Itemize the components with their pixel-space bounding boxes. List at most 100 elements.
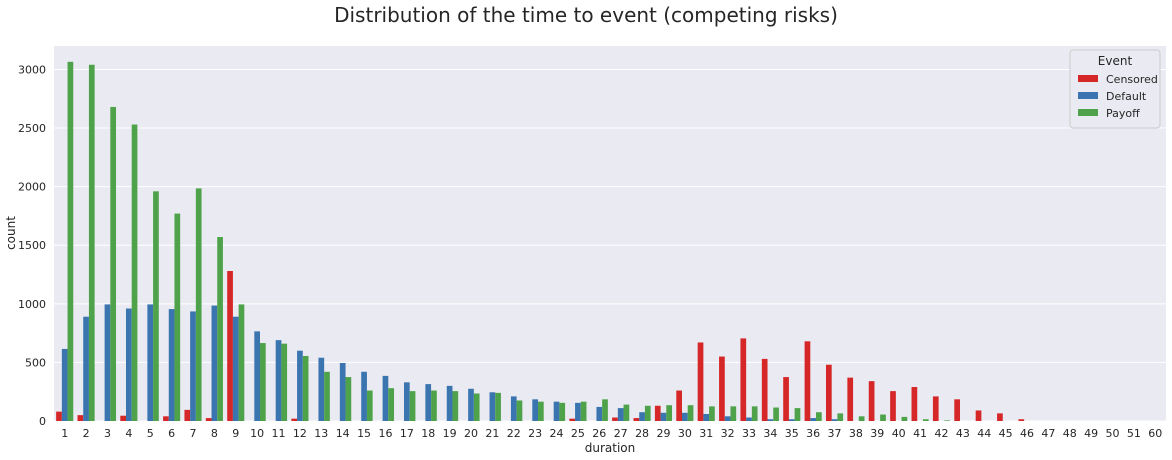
bar-default-18 bbox=[425, 384, 432, 421]
bar-payoff-14 bbox=[345, 377, 352, 421]
bar-censored-46 bbox=[1018, 419, 1025, 421]
x-tick-label: 37 bbox=[828, 427, 842, 440]
y-tick-labels: 0 500 1000 1500 2000 2500 3000 bbox=[18, 63, 46, 428]
bar-payoff-2 bbox=[88, 64, 95, 421]
bar-default-13 bbox=[318, 357, 325, 421]
bar-censored-38 bbox=[847, 377, 854, 421]
bar-default-3 bbox=[104, 304, 111, 421]
bar-default-27 bbox=[617, 408, 624, 421]
bar-payoff-17 bbox=[409, 391, 416, 421]
bar-censored-41 bbox=[911, 387, 918, 421]
bar-payoff-42 bbox=[944, 420, 951, 421]
bar-payoff-1 bbox=[67, 61, 74, 421]
x-tick-label: 43 bbox=[956, 427, 970, 440]
bar-default-21 bbox=[489, 392, 496, 421]
bar-default-23 bbox=[532, 399, 539, 421]
bar-censored-39 bbox=[868, 381, 875, 421]
x-tick-label: 35 bbox=[785, 427, 799, 440]
bar-default-9 bbox=[232, 316, 239, 421]
bar-default-4 bbox=[125, 308, 132, 421]
bar-payoff-40 bbox=[901, 416, 908, 421]
x-tick-label: 14 bbox=[336, 427, 350, 440]
bar-default-15 bbox=[361, 371, 367, 421]
x-tick-label: 32 bbox=[721, 427, 735, 440]
bar-payoff-30 bbox=[687, 405, 694, 421]
x-axis-label: duration bbox=[585, 441, 636, 455]
bar-default-22 bbox=[510, 396, 517, 421]
bar-payoff-34 bbox=[773, 407, 779, 421]
legend-label-censored: Censored bbox=[1106, 73, 1158, 86]
bar-default-1 bbox=[61, 348, 68, 421]
bar-default-8 bbox=[211, 305, 218, 421]
bar-payoff-12 bbox=[302, 355, 309, 421]
bar-payoff-5 bbox=[153, 191, 159, 421]
bar-default-29 bbox=[660, 412, 667, 421]
x-tick-label: 11 bbox=[272, 427, 286, 440]
bar-default-11 bbox=[275, 340, 282, 421]
x-tick-label: 13 bbox=[314, 427, 328, 440]
x-tick-label: 24 bbox=[550, 427, 564, 440]
bar-default-32 bbox=[724, 416, 731, 421]
bar-default-24 bbox=[553, 401, 560, 421]
bar-default-26 bbox=[596, 406, 603, 421]
bar-default-5 bbox=[147, 304, 154, 421]
bar-payoff-20 bbox=[473, 393, 480, 421]
bar-payoff-3 bbox=[110, 106, 117, 421]
x-tick-label: 30 bbox=[678, 427, 692, 440]
x-tick-label: 45 bbox=[999, 427, 1013, 440]
bar-censored-8 bbox=[205, 418, 212, 421]
bar-default-12 bbox=[297, 350, 303, 421]
x-tick-label: 17 bbox=[400, 427, 414, 440]
y-tick-label: 1000 bbox=[18, 298, 46, 311]
chart-title: Distribution of the time to event (compe… bbox=[334, 3, 838, 27]
x-tick-label: 29 bbox=[656, 427, 670, 440]
bar-payoff-25 bbox=[580, 401, 587, 421]
bar-payoff-11 bbox=[281, 343, 288, 421]
y-tick-label: 2500 bbox=[18, 122, 46, 135]
x-tick-label: 39 bbox=[870, 427, 884, 440]
legend-swatch-payoff bbox=[1078, 109, 1098, 116]
bar-default-7 bbox=[190, 311, 196, 421]
bar-censored-4 bbox=[120, 415, 126, 421]
bar-censored-30 bbox=[676, 390, 682, 421]
bar-payoff-35 bbox=[794, 408, 801, 421]
bar-default-30 bbox=[681, 412, 688, 421]
x-tick-label: 21 bbox=[485, 427, 499, 440]
bar-censored-25 bbox=[569, 418, 576, 421]
x-tick-label: 34 bbox=[763, 427, 777, 440]
bar-censored-42 bbox=[932, 396, 939, 421]
bar-default-20 bbox=[468, 388, 474, 421]
legend-label-payoff: Payoff bbox=[1106, 107, 1140, 120]
legend: Event Censored Default Payoff bbox=[1069, 49, 1161, 129]
x-tick-label: 36 bbox=[806, 427, 820, 440]
x-tick-label: 41 bbox=[913, 427, 927, 440]
bar-censored-37 bbox=[825, 364, 832, 421]
x-tick-label: 50 bbox=[1106, 427, 1120, 440]
legend-box bbox=[1069, 49, 1161, 129]
bar-payoff-19 bbox=[452, 391, 459, 421]
x-tick-label: 2 bbox=[83, 427, 90, 440]
x-tick-label: 10 bbox=[250, 427, 264, 440]
bar-payoff-27 bbox=[623, 404, 630, 421]
x-tick-label: 23 bbox=[528, 427, 542, 440]
x-tick-label: 49 bbox=[1084, 427, 1098, 440]
bar-payoff-16 bbox=[388, 388, 395, 421]
bar-default-37 bbox=[831, 419, 838, 421]
bar-censored-36 bbox=[804, 341, 811, 421]
bar-censored-43 bbox=[954, 399, 960, 421]
x-tick-label: 38 bbox=[849, 427, 863, 440]
y-axis-label: count bbox=[4, 216, 18, 250]
x-tick-label: 40 bbox=[892, 427, 906, 440]
bar-censored-34 bbox=[761, 358, 768, 421]
bar-default-16 bbox=[382, 375, 389, 421]
legend-swatch-censored bbox=[1078, 75, 1098, 82]
legend-swatch-default bbox=[1078, 92, 1098, 99]
x-tick-label: 16 bbox=[378, 427, 392, 440]
bar-default-33 bbox=[746, 417, 752, 421]
bar-payoff-38 bbox=[858, 416, 865, 421]
bars bbox=[56, 61, 1025, 421]
x-tick-label: 44 bbox=[977, 427, 991, 440]
x-tick-label: 19 bbox=[443, 427, 457, 440]
bar-censored-45 bbox=[997, 413, 1003, 421]
